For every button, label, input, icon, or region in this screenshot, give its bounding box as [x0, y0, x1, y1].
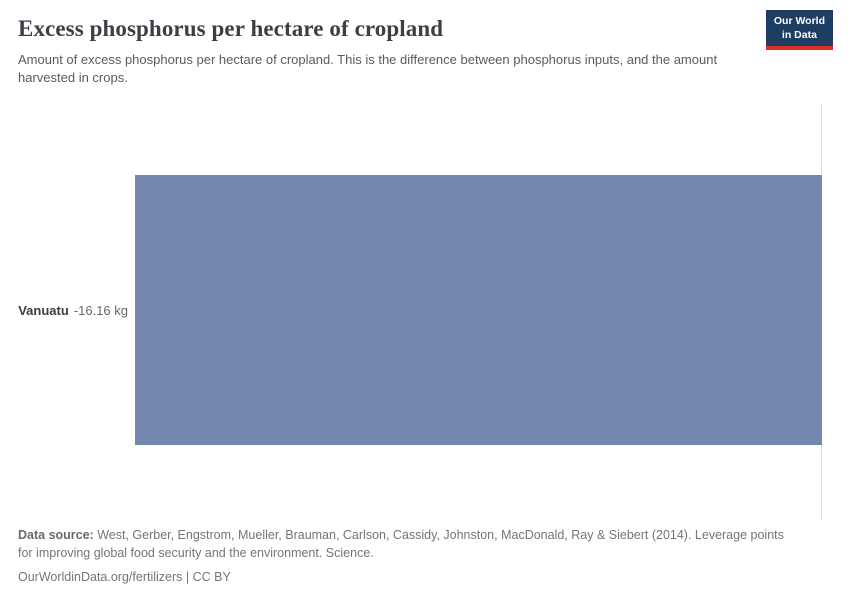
chart-header: Excess phosphorus per hectare of croplan… [18, 16, 760, 87]
entity-name: Vanuatu [18, 302, 69, 318]
bar-vanuatu[interactable] [135, 175, 822, 445]
entity-value: -16.16 kg [73, 302, 128, 318]
chart-subtitle: Amount of excess phosphorus per hectare … [18, 52, 718, 85]
bar-chart: Vanuatu -16.16 kg [18, 103, 822, 521]
page-title: Excess phosphorus per hectare of croplan… [18, 16, 444, 41]
chart-footer: Data source: West, Gerber, Engstrom, Mue… [18, 526, 790, 586]
data-source-label: Data source: [18, 527, 94, 542]
license-line: OurWorldinData.org/fertilizers | CC BY [18, 568, 790, 586]
bar-label: Vanuatu -16.16 kg [18, 175, 135, 445]
bar-track [135, 175, 822, 445]
bar-row-vanuatu: Vanuatu -16.16 kg [18, 175, 822, 445]
owid-logo-line1: Our World [773, 15, 825, 27]
owid-url-link[interactable]: OurWorldinData.org/fertilizers | CC BY [18, 569, 231, 584]
data-source-text: West, Gerber, Engstrom, Mueller, Brauman… [18, 527, 784, 560]
owid-logo-line2: in Data [781, 28, 817, 41]
owid-logo[interactable]: Our World in Data [765, 10, 833, 51]
data-source-note: Data source: West, Gerber, Engstrom, Mue… [18, 526, 790, 562]
